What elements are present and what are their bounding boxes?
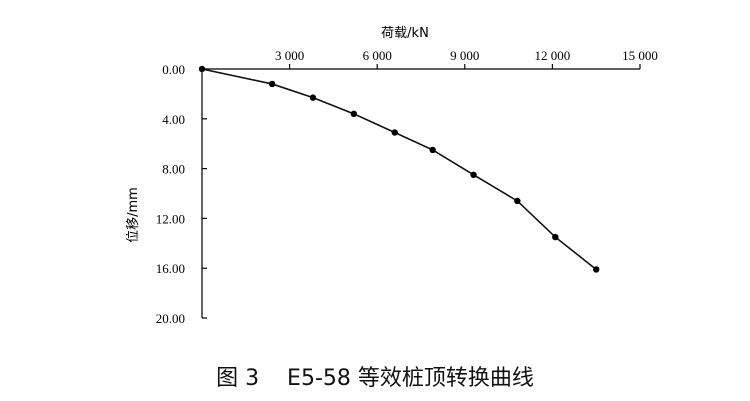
data-point bbox=[470, 171, 477, 179]
y-ticks: 0.00 4.00 8.00 12.00 16.00 20.00 bbox=[156, 62, 207, 326]
x-axis-title: 荷载/kN bbox=[381, 26, 429, 41]
x-tick-label: 6 000 bbox=[363, 48, 392, 63]
y-tick-label: 4.00 bbox=[162, 112, 185, 127]
data-point bbox=[268, 80, 276, 88]
x-tick-label: 12 000 bbox=[535, 48, 571, 63]
x-ticks: 3 000 6 000 9 000 12 000 15 000 bbox=[275, 48, 658, 69]
y-tick-label: 20.00 bbox=[156, 311, 185, 326]
data-point bbox=[593, 266, 600, 273]
data-point bbox=[309, 94, 317, 101]
data-point bbox=[391, 129, 398, 136]
series-line bbox=[201, 68, 597, 271]
data-point bbox=[198, 65, 206, 73]
x-tick-label: 3 000 bbox=[275, 48, 304, 63]
data-point bbox=[552, 233, 559, 241]
chart: 3 000 6 000 9 000 12 000 15 000 0.00 4.00 8.00… bbox=[126, 26, 658, 326]
y-axis-title: 位移/mm bbox=[126, 187, 141, 243]
data-point bbox=[514, 197, 521, 205]
x-tick-label: 9 000 bbox=[450, 48, 479, 63]
data-point bbox=[429, 146, 436, 154]
y-tick-label: 16.00 bbox=[156, 261, 185, 276]
figure-caption: 图 3 E5-58 等效桩顶转换曲线 bbox=[216, 366, 534, 391]
y-tick-label: 8.00 bbox=[162, 162, 185, 177]
y-tick-label: 0.00 bbox=[162, 62, 185, 77]
axes bbox=[201, 68, 640, 318]
plot-area bbox=[198, 65, 600, 273]
data-point bbox=[350, 110, 358, 118]
y-tick-label: 12.00 bbox=[156, 211, 185, 226]
x-tick-label: 15 000 bbox=[622, 48, 658, 63]
